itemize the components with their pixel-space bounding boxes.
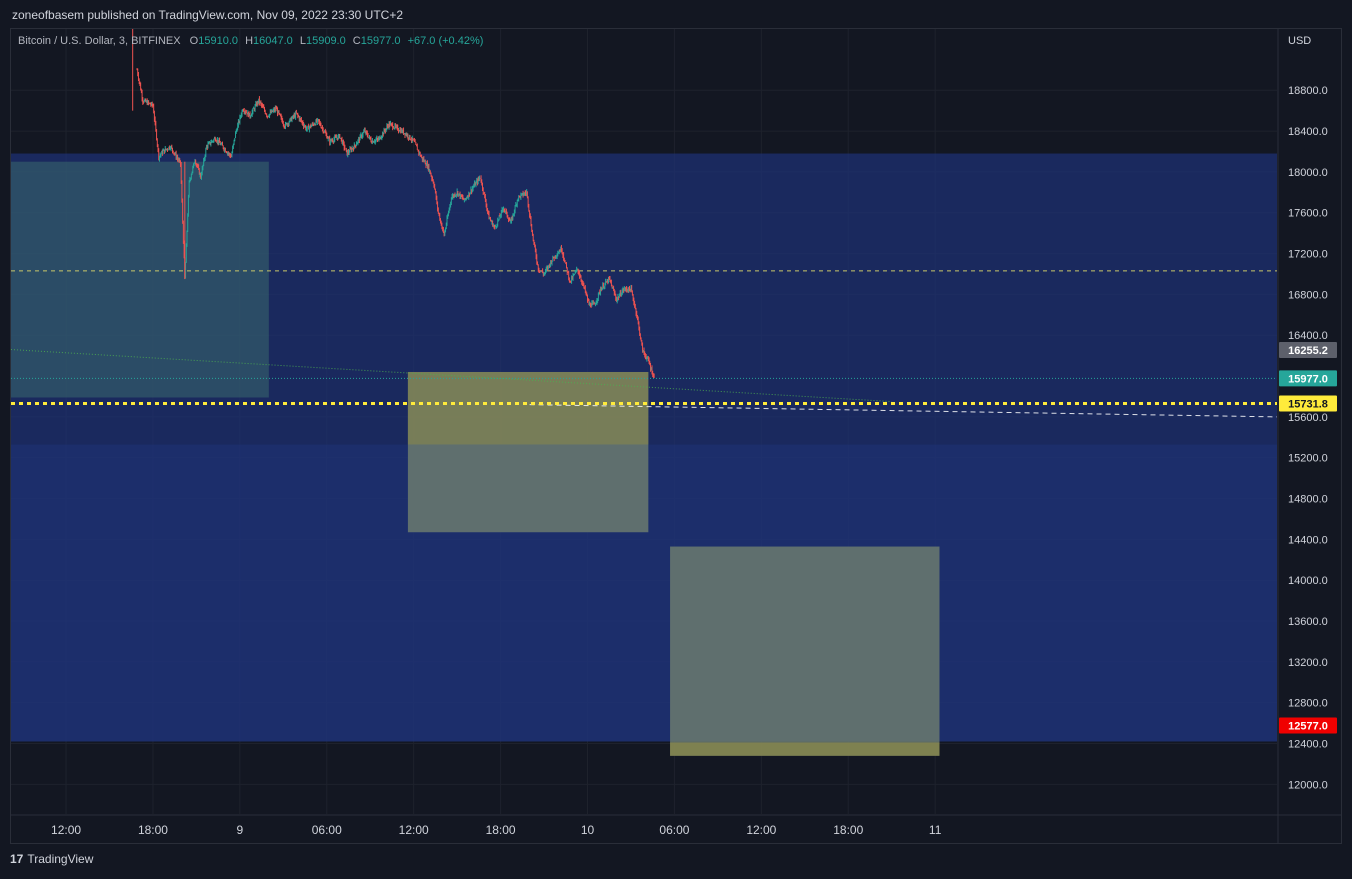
price-tag-last: 15977.0 xyxy=(1279,370,1337,387)
open-value: 15910.0 xyxy=(198,35,238,47)
close-value: 15977.0 xyxy=(360,35,401,47)
y-tick-14: 12800.0 xyxy=(1288,698,1328,710)
y-tick-4: 17200.0 xyxy=(1288,249,1328,261)
y-tick-3: 17600.0 xyxy=(1288,208,1328,220)
y-tick-8: 15200.0 xyxy=(1288,453,1328,465)
high-value: 16047.0 xyxy=(253,35,293,47)
price-tag-16255-bg xyxy=(1279,342,1337,359)
low-value: 15909.0 xyxy=(305,35,346,47)
y-tick-9: 14800.0 xyxy=(1288,494,1328,506)
y-tick-7: 15600.0 xyxy=(1288,412,1328,424)
publisher-line: zoneofbasem published on TradingView.com… xyxy=(12,8,404,22)
x-tick-6: 10 xyxy=(581,823,595,837)
green-trend xyxy=(10,349,892,403)
y-tick-2: 18000.0 xyxy=(1288,167,1328,179)
x-tick-4: 12:00 xyxy=(399,823,429,837)
price-tag-red-bg xyxy=(1279,717,1337,734)
x-tick-1: 18:00 xyxy=(138,823,168,837)
y-tick-13: 13200.0 xyxy=(1288,657,1328,669)
y-tick-10: 14400.0 xyxy=(1288,534,1328,546)
grey-box-1-olive-band xyxy=(407,371,649,445)
price-tag-16255: 16255.2 xyxy=(1279,342,1337,359)
x-tick-5: 18:00 xyxy=(486,823,516,837)
price-axis: USD 18800.0 18400.0 18000.0 17600.0 17200.0 16… xyxy=(1279,35,1337,791)
y-tick-6: 16400.0 xyxy=(1288,330,1328,342)
x-tick-8: 12:00 xyxy=(746,823,776,837)
price-tag-red-label: 12577.0 xyxy=(1288,720,1328,732)
price-tag-red: 12577.0 xyxy=(1279,717,1337,734)
symbol-label: Bitcoin / U.S. Dollar, 3, BITFINEX xyxy=(18,35,181,47)
white-trend xyxy=(529,404,1278,418)
grey-box-2 xyxy=(670,546,940,756)
price-tag-yellow: 15731.8 xyxy=(1279,395,1337,412)
y-tick-12: 13600.0 xyxy=(1288,616,1328,628)
x-tick-2: 9 xyxy=(237,823,244,837)
y-tick-0: 18800.0 xyxy=(1288,85,1328,97)
x-tick-10: 11 xyxy=(929,823,942,837)
price-tag-16255-label: 16255.2 xyxy=(1288,345,1328,357)
brand-label[interactable]: TradingView xyxy=(27,852,94,866)
ohlc-legend: Bitcoin / U.S. Dollar, 3, BITFINEX O1591… xyxy=(18,35,483,47)
time-axis: 12:00 18:00 9 06:00 12:00 18:00 10 06:00 12:00 18… xyxy=(51,823,942,837)
y-tick-11: 14000.0 xyxy=(1288,575,1328,587)
y-tick-16: 12000.0 xyxy=(1288,779,1328,791)
x-tick-0: 12:00 xyxy=(51,823,81,837)
y-tick-1: 18400.0 xyxy=(1288,126,1328,138)
footer: 17 TradingView xyxy=(10,852,93,866)
price-tag-yellow-label: 15731.8 xyxy=(1288,398,1328,410)
y-tick-15: 12400.0 xyxy=(1288,739,1328,751)
tradingview-logo-icon[interactable]: 17 xyxy=(10,852,24,866)
x-tick-3: 06:00 xyxy=(312,823,342,837)
high-key: H xyxy=(245,35,254,47)
currency-label: USD xyxy=(1288,35,1311,47)
top-bar: zoneofbasem published on TradingView.com… xyxy=(0,0,1352,28)
x-tick-7: 06:00 xyxy=(659,823,689,837)
price-tag-yellow-bg xyxy=(1279,395,1337,412)
close-key: C xyxy=(352,35,361,47)
grey-box-2-olive-band xyxy=(670,742,940,756)
price-tag-last-bg xyxy=(1279,370,1337,387)
change-value: +67.0 (+0.42%) xyxy=(407,35,484,47)
candles xyxy=(132,29,655,378)
price-tag-last-label: 15977.0 xyxy=(1288,373,1328,385)
low-key: L xyxy=(299,35,306,47)
chart-frame xyxy=(10,28,1342,844)
teal-box xyxy=(11,161,269,398)
open-key: O xyxy=(189,35,199,47)
y-tick-5: 16800.0 xyxy=(1288,289,1328,301)
x-tick-9: 18:00 xyxy=(833,823,863,837)
